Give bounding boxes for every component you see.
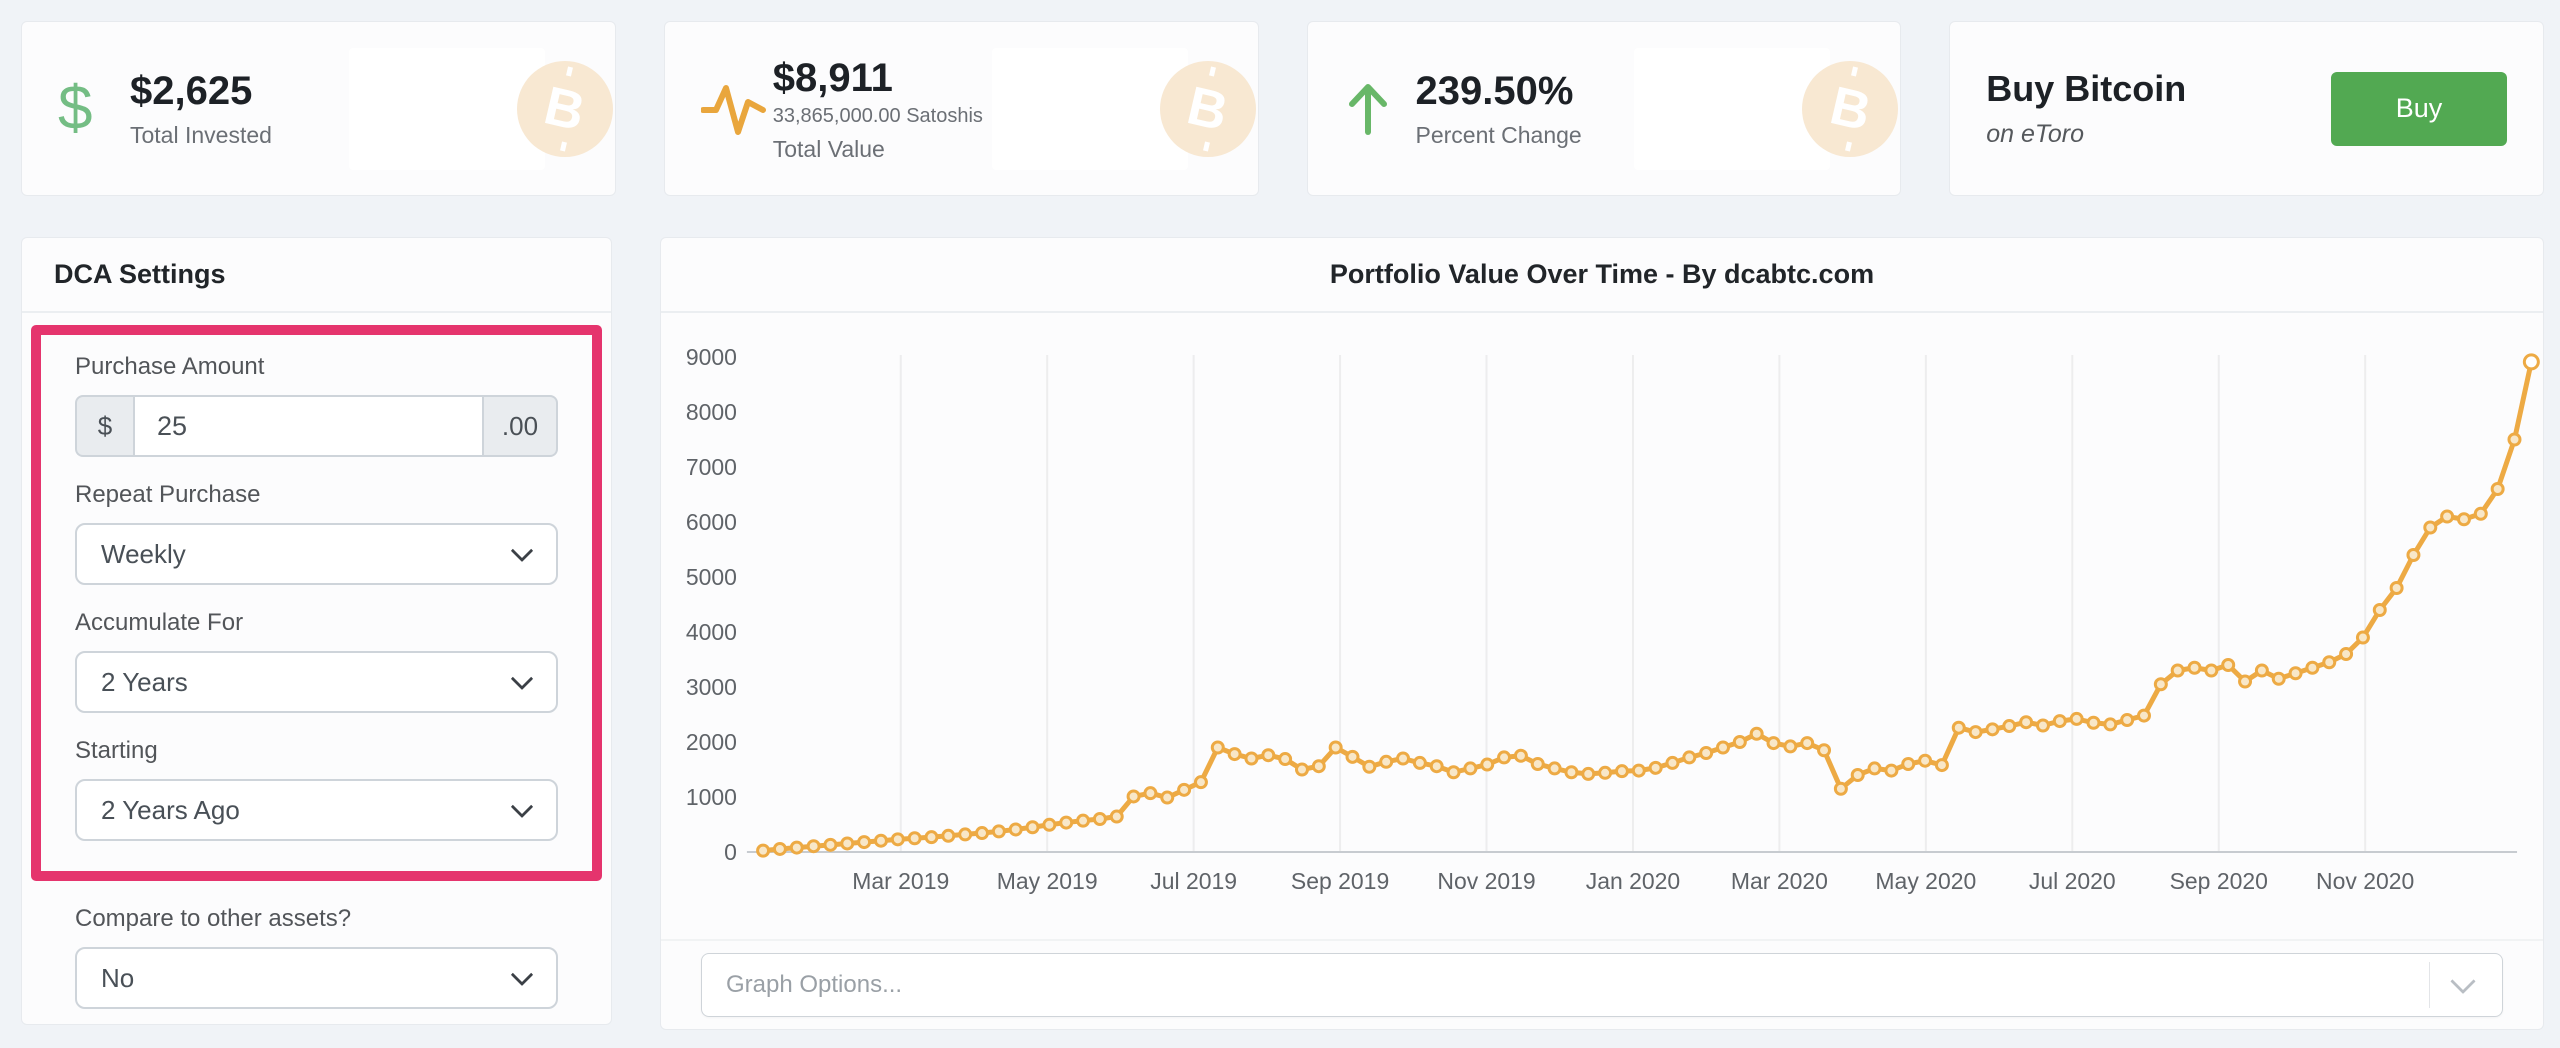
placeholder-box [348, 47, 545, 170]
svg-text:May 2020: May 2020 [1875, 868, 1976, 894]
svg-text:8000: 8000 [686, 399, 737, 425]
chevron-down-icon [510, 963, 534, 987]
compare-assets-label: Compare to other assets? [75, 905, 352, 932]
percent-change-value: 239.50% [1415, 69, 1574, 113]
svg-text:4000: 4000 [686, 619, 737, 645]
svg-text:May 2019: May 2019 [997, 868, 1098, 894]
dca-settings-title: DCA Settings [54, 259, 226, 289]
repeat-purchase-select[interactable]: Weekly [75, 523, 558, 585]
line-chart-svg: Mar 2019 May 2019 Jul 2019 Sep 2019 Nov 2019… [686, 344, 2540, 894]
select-divider [2429, 962, 2430, 1008]
svg-text:5000: 5000 [686, 564, 737, 590]
purchase-amount-label: Purchase Amount [75, 353, 265, 380]
arrow-up-icon [1344, 80, 1416, 138]
svg-text:Jul 2020: Jul 2020 [2029, 868, 2116, 894]
bitcoin-icon: B [516, 60, 613, 157]
dollar-icon: $ [58, 74, 93, 143]
chevron-down-icon [510, 539, 534, 563]
percent-change-card: 239.50% Percent Change B [1306, 21, 1902, 196]
total-invested-value: $2,625 [130, 69, 253, 113]
chevron-down-icon [2450, 968, 2476, 995]
starting-select[interactable]: 2 Years Ago [75, 779, 558, 841]
svg-text:6000: 6000 [686, 509, 737, 535]
purchase-amount-group: $ .00 [75, 395, 558, 457]
svg-text:Mar 2020: Mar 2020 [1731, 868, 1828, 894]
svg-text:Mar 2019: Mar 2019 [852, 868, 949, 894]
total-invested-card: $ $2,625 Total Invested B [21, 21, 616, 196]
svg-text:Sep 2019: Sep 2019 [1291, 868, 1389, 894]
portfolio-chart-panel: Portfolio Value Over Time - By dcabtc.co… [660, 237, 2544, 1030]
svg-text:Jul 2019: Jul 2019 [1150, 868, 1237, 894]
svg-text:9000: 9000 [686, 344, 737, 370]
compare-assets-select[interactable]: No [75, 947, 558, 1009]
repeat-purchase-label: Repeat Purchase [75, 481, 261, 508]
purchase-amount-input[interactable] [133, 395, 484, 457]
total-value-card: $8,911 33,865,000.00 Satoshis Total Valu… [663, 21, 1259, 196]
svg-text:Nov 2020: Nov 2020 [2316, 868, 2414, 894]
total-value-label: Total Value [772, 135, 885, 162]
svg-text:2000: 2000 [686, 729, 737, 755]
svg-text:0: 0 [724, 839, 737, 865]
buy-bitcoin-card: Buy Bitcoin on eToro Buy [1949, 21, 2544, 196]
placeholder-box [1634, 47, 1831, 170]
chart-title: Portfolio Value Over Time - By dcabtc.co… [1329, 259, 1875, 289]
buy-button[interactable]: Buy [2331, 71, 2507, 146]
svg-text:Jan 2020: Jan 2020 [1586, 868, 1680, 894]
chevron-down-icon [510, 667, 534, 691]
currency-prefix: $ [75, 395, 133, 457]
percent-change-label: Percent Change [1415, 122, 1582, 148]
pulse-icon [700, 80, 773, 138]
dca-settings-panel: DCA Settings Purchase Amount $ .00 Repea… [21, 237, 612, 1025]
starting-label: Starting [75, 737, 158, 764]
purchase-settings-highlight: Purchase Amount $ .00 Repeat Purchase We… [31, 325, 602, 881]
accumulate-for-label: Accumulate For [75, 609, 244, 636]
placeholder-box [991, 47, 1188, 170]
accumulate-for-select[interactable]: 2 Years [75, 651, 558, 713]
stat-card-row: $ $2,625 Total Invested B $8,911 33,865,… [21, 21, 2544, 196]
graph-options-placeholder: Graph Options... [726, 971, 903, 998]
main-row: DCA Settings Purchase Amount $ .00 Repea… [21, 237, 2544, 1030]
svg-text:Nov 2019: Nov 2019 [1437, 868, 1535, 894]
total-invested-label: Total Invested [130, 122, 272, 148]
graph-options-select[interactable]: Graph Options... [701, 953, 2503, 1017]
portfolio-value-chart: Mar 2019 May 2019 Jul 2019 Sep 2019 Nov 2019… [661, 313, 2543, 939]
buy-bitcoin-subtitle: on eToro [1986, 120, 2085, 148]
svg-text:Sep 2020: Sep 2020 [2170, 868, 2268, 894]
cents-suffix: .00 [484, 395, 558, 457]
svg-text:3000: 3000 [686, 674, 737, 700]
total-value-satoshis: 33,865,000.00 Satoshis [772, 104, 983, 127]
bitcoin-icon: B [1802, 60, 1899, 157]
chevron-down-icon [510, 795, 534, 819]
svg-text:1000: 1000 [686, 784, 737, 810]
total-value-value: $8,911 [772, 55, 893, 100]
svg-text:7000: 7000 [686, 454, 737, 480]
bitcoin-icon: B [1159, 60, 1256, 157]
buy-bitcoin-title: Buy Bitcoin [1986, 68, 2187, 109]
